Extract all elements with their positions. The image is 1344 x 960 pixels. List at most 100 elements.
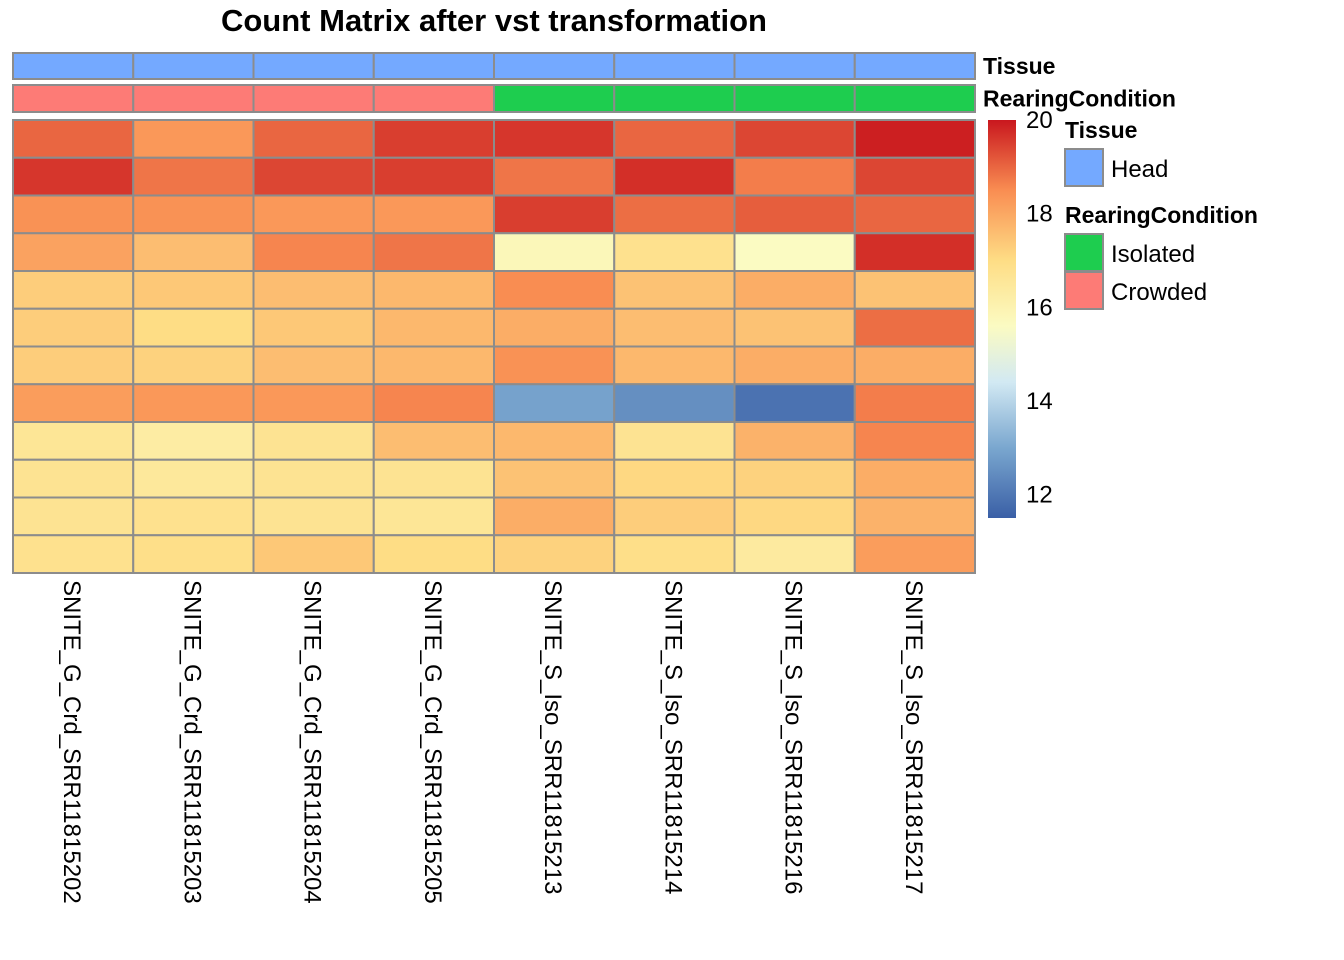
column-label-1: SNITE_G_Crd_SRR11815203 [178, 580, 205, 904]
heatmap-cell-r2-c3 [372, 194, 495, 235]
heatmap-cell-r5-c6 [733, 307, 856, 348]
column-label-6: SNITE_S_Iso_SRR11815216 [780, 580, 807, 894]
heatmap-cell-r7-c7 [853, 383, 976, 423]
column-label-7: SNITE_S_Iso_SRR11815217 [900, 580, 927, 894]
color-scale-tick-18: 18 [1026, 201, 1053, 228]
heatmap-cell-r11-c0 [12, 534, 135, 574]
heatmap-cell-r7-c0 [12, 383, 135, 423]
heatmap-cell-r4-c3 [372, 270, 495, 310]
heatmap-cell-r11-c1 [132, 534, 255, 574]
legend-title-Tissue: Tissue [1065, 117, 1137, 143]
heatmap-cell-r8-c2 [252, 421, 375, 461]
legend-swatch-Isolated [1064, 233, 1104, 272]
legend-swatch-Head [1064, 148, 1104, 187]
heatmap-cell-r2-c6 [733, 194, 856, 235]
annotation-cell-RearingCondition-3 [372, 84, 495, 113]
annotation-cell-RearingCondition-6 [733, 84, 856, 113]
heatmap-cell-r1-c3 [372, 156, 495, 197]
heatmap-cell-r5-c0 [12, 307, 135, 348]
heatmap-cell-r5-c4 [493, 307, 616, 348]
color-scale-tick-14: 14 [1026, 388, 1053, 415]
color-scale-legend: 12 14 16 18 20 [988, 107, 1053, 518]
heatmap-cell-r0-c1 [132, 119, 255, 159]
heatmap-cell-r10-c2 [252, 496, 375, 537]
heatmap-cell-r1-c7 [853, 156, 976, 197]
heatmap-cell-r6-c1 [132, 345, 255, 386]
annotation-cell-RearingCondition-2 [252, 84, 375, 113]
heatmap-cell-r3-c0 [12, 232, 135, 272]
heatmap-cell-r5-c3 [372, 307, 495, 348]
heatmap-cell-r7-c6 [733, 383, 856, 423]
heatmap-cell-r2-c2 [252, 194, 375, 235]
heatmap-cell-r11-c4 [493, 534, 616, 574]
legend-title-RearingCondition: RearingCondition [1065, 202, 1258, 228]
heatmap-cell-r11-c2 [252, 534, 375, 574]
color-scale-tick-12: 12 [1026, 482, 1053, 509]
column-label-5: SNITE_S_Iso_SRR11815214 [659, 580, 686, 894]
heatmap-cell-r11-c7 [853, 534, 976, 574]
heatmap-cell-r9-c4 [493, 458, 616, 499]
chart-title: Count Matrix after vst transformation [221, 3, 767, 38]
heatmap-cell-r3-c5 [613, 232, 736, 272]
heatmap-cell-r0-c2 [252, 119, 375, 159]
heatmap-cell-r6-c3 [372, 345, 495, 386]
heatmap-cell-r1-c1 [132, 156, 255, 197]
heatmap-cell-r1-c5 [613, 156, 736, 197]
heatmap-cell-r4-c1 [132, 270, 255, 310]
column-label-0: SNITE_G_Crd_SRR11815202 [58, 580, 85, 904]
annotation-cell-Tissue-1 [132, 52, 255, 80]
heatmap-cell-r7-c5 [613, 383, 736, 423]
heatmap-cell-r4-c6 [733, 270, 856, 310]
column-label-3: SNITE_G_Crd_SRR11815205 [419, 580, 446, 904]
heatmap-cell-r8-c3 [372, 421, 495, 461]
heatmap-cell-r10-c4 [493, 496, 616, 537]
heatmap-cell-r0-c7 [853, 119, 976, 159]
heatmap-cell-r10-c0 [12, 496, 135, 537]
heatmap-cell-r2-c1 [132, 194, 255, 235]
heatmap-cell-r0-c4 [493, 119, 616, 159]
annotation-bars: Tissue RearingCondition [12, 52, 1176, 113]
annotation-cell-RearingCondition-7 [853, 84, 976, 113]
heatmap-cell-r11-c6 [733, 534, 856, 574]
heatmap-cell-r0-c6 [733, 119, 856, 159]
annotation-cell-Tissue-3 [372, 52, 495, 80]
annotation-label-Tissue: Tissue [983, 53, 1055, 79]
heatmap-cell-r2-c7 [853, 194, 976, 235]
heatmap-cell-r8-c4 [493, 421, 616, 461]
heatmap-cell-r11-c5 [613, 534, 736, 574]
heatmap-cell-r9-c3 [372, 458, 495, 499]
annotation-cell-RearingCondition-4 [493, 84, 616, 113]
heatmap-cell-r4-c0 [12, 270, 135, 310]
annotation-cell-Tissue-2 [252, 52, 375, 80]
heatmap-cell-r4-c5 [613, 270, 736, 310]
color-scale-bar [988, 120, 1016, 518]
color-scale-tick-20: 20 [1026, 107, 1053, 134]
heatmap-cell-r4-c4 [493, 270, 616, 310]
heatmap-cell-r9-c1 [132, 458, 255, 499]
heatmap-cell-r2-c0 [12, 194, 135, 235]
heatmap-cell-r7-c4 [493, 383, 616, 423]
heatmap-cell-r6-c7 [853, 345, 976, 386]
heatmap-cell-r8-c0 [12, 421, 135, 461]
heatmap-cell-r3-c6 [733, 232, 856, 272]
heatmap-cell-r4-c2 [252, 270, 375, 310]
heatmap-cell-r8-c1 [132, 421, 255, 461]
heatmap-cell-r7-c3 [372, 383, 495, 423]
heatmap-cell-r3-c1 [132, 232, 255, 272]
heatmap-cell-r11-c3 [372, 534, 495, 574]
heatmap-cell-r9-c6 [733, 458, 856, 499]
column-label-4: SNITE_S_Iso_SRR11815213 [539, 580, 566, 894]
heatmap-cells [12, 119, 976, 574]
heatmap-cell-r3-c3 [372, 232, 495, 272]
annotation-cell-Tissue-4 [493, 52, 616, 80]
heatmap-cell-r8-c5 [613, 421, 736, 461]
heatmap-cell-r10-c7 [853, 496, 976, 537]
annotation-cell-Tissue-5 [613, 52, 736, 80]
heatmap-cell-r0-c0 [12, 119, 135, 159]
heatmap-cell-r5-c5 [613, 307, 736, 348]
annotation-cell-RearingCondition-5 [613, 84, 736, 113]
annotation-label-RearingCondition: RearingCondition [983, 86, 1176, 112]
annotation-cell-Tissue-6 [733, 52, 856, 80]
annotation-cell-RearingCondition-1 [132, 84, 255, 113]
